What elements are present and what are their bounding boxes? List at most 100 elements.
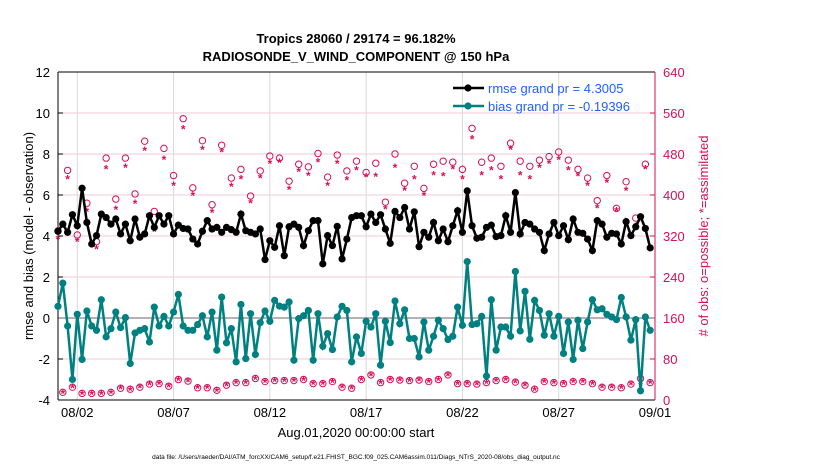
obs-assimilated-marker: *: [224, 380, 229, 394]
rmse-point: [261, 255, 269, 264]
obs-assimilated-marker: *: [527, 173, 532, 187]
bias-point: [579, 344, 587, 353]
obs-assimilated-marker: *: [340, 382, 345, 396]
rmse-point: [396, 213, 404, 222]
chart-subtitle: RADIOSONDE_V_WIND_COMPONENT @ 150 hPa: [203, 49, 510, 64]
rmse-point: [194, 240, 202, 248]
rmse-point: [429, 218, 438, 227]
obs-assimilated-marker: *: [397, 375, 402, 389]
rmse-point: [627, 231, 635, 240]
bias-point: [348, 358, 356, 366]
bias-point: [155, 322, 163, 330]
bias-point: [535, 306, 544, 315]
obs-assimilated-marker: *: [552, 377, 557, 391]
obs-possible-marker: [145, 380, 154, 388]
left-tick-label: 6: [43, 188, 50, 203]
obs-assimilated-marker: *: [171, 179, 176, 193]
rmse-point: [68, 211, 77, 219]
rmse-point: [617, 240, 625, 248]
obs-possible-marker: [102, 154, 110, 162]
obs-possible-marker: [251, 374, 260, 383]
obs-assimilated-marker: *: [547, 157, 552, 171]
obs-possible-marker: [121, 154, 130, 162]
obs-assimilated-marker: *: [513, 377, 518, 391]
obs-assimilated-marker: *: [301, 374, 306, 388]
rmse-point: [425, 233, 433, 241]
obs-possible-marker: [295, 160, 303, 168]
rmse-point: [251, 230, 259, 238]
bias-point: [78, 355, 86, 364]
obs-possible-marker: [140, 137, 149, 145]
obs-assimilated-marker: *: [600, 382, 605, 396]
rmse-point: [497, 231, 505, 240]
obs-assimilated-marker: *: [518, 169, 523, 183]
obs-possible-marker: [516, 157, 524, 165]
obs-assimilated-marker: *: [619, 382, 624, 396]
obs-assimilated-marker: *: [369, 369, 374, 383]
left-tick-label: 2: [43, 270, 50, 285]
obs-possible-marker: [444, 371, 452, 379]
rmse-point: [343, 235, 351, 243]
obs-possible-marker: [97, 389, 106, 398]
rmse-point: [579, 229, 587, 237]
obs-assimilated-marker: *: [128, 384, 133, 398]
obs-possible-marker: [63, 166, 72, 175]
rmse-point: [362, 223, 370, 231]
obs-possible-marker: [453, 379, 462, 388]
obs-possible-marker: [347, 384, 356, 392]
bias-point: [251, 350, 259, 359]
obs-assimilated-marker: *: [629, 379, 634, 393]
obs-possible-marker: [506, 139, 515, 147]
right-tick-label: 240: [663, 270, 685, 285]
obs-assimilated-marker: *: [489, 163, 494, 177]
rmse-point: [391, 207, 399, 215]
rmse-point: [150, 223, 158, 231]
rmse-point: [550, 218, 558, 227]
right-tick-label: 0: [663, 393, 670, 408]
obs-possible-marker: [357, 375, 366, 384]
rmse-point: [478, 233, 486, 241]
right-tick-label: 320: [663, 229, 685, 244]
bias-point: [401, 306, 409, 314]
obs-possible-marker: [535, 156, 544, 164]
bias-point: [319, 342, 327, 350]
rmse-point: [126, 237, 134, 245]
rmse-point: [535, 228, 544, 236]
bias-point: [280, 303, 288, 311]
obs-possible-marker: [189, 184, 197, 192]
bias-point: [559, 349, 568, 358]
obs-possible-marker: [502, 375, 510, 384]
obs-assimilated-marker: *: [436, 374, 441, 388]
obs-assimilated-marker: *: [320, 378, 325, 392]
obs-assimilated-marker: *: [325, 179, 330, 193]
bias-point: [516, 327, 524, 335]
rmse-point: [213, 223, 221, 231]
rmse-point: [189, 235, 197, 243]
bias-point: [569, 355, 577, 364]
bias-point: [482, 372, 491, 380]
obs-possible-marker: [203, 384, 211, 392]
obs-assimilated-marker: *: [460, 173, 465, 187]
obs-assimilated-marker: *: [407, 375, 412, 389]
rmse-point: [641, 224, 649, 233]
obs-assimilated-marker: *: [248, 197, 253, 211]
rmse-point: [545, 230, 553, 238]
bias-point: [271, 296, 279, 304]
bias-point: [598, 305, 606, 313]
rmse-point: [646, 244, 654, 252]
obs-possible-marker: [400, 179, 409, 187]
rmse-point: [434, 237, 442, 245]
bias-point: [97, 296, 105, 304]
legend-marker-0: [464, 84, 472, 92]
rmse-point: [169, 230, 178, 238]
obs-possible-marker: [497, 162, 505, 171]
bias-point: [218, 293, 226, 301]
obs-possible-marker: [304, 163, 313, 171]
obs-assimilated-marker: *: [345, 174, 350, 188]
obs-assimilated-marker: *: [364, 171, 369, 185]
obs-assimilated-marker: *: [605, 176, 610, 190]
rmse-point: [559, 222, 568, 230]
rmse-point: [102, 213, 110, 222]
obs-assimilated-marker: *: [499, 173, 504, 187]
